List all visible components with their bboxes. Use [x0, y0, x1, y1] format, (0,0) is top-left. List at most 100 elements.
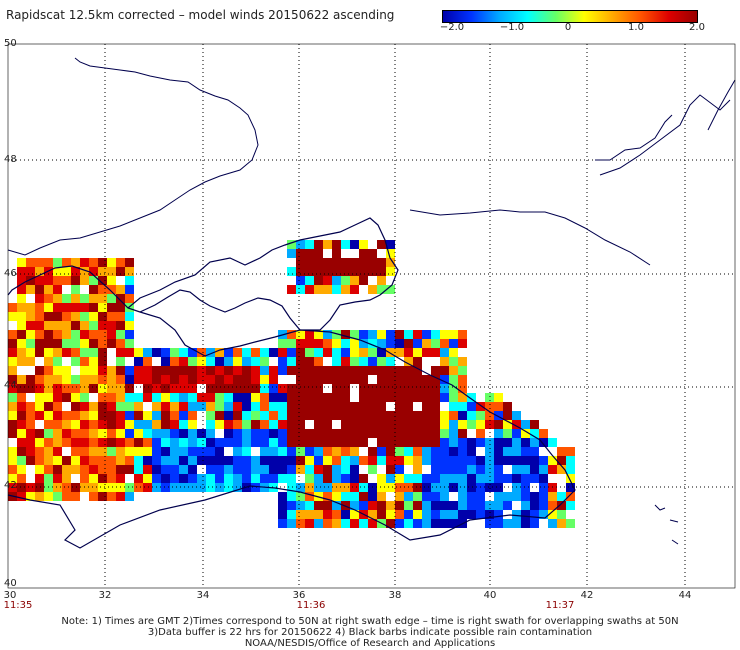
- wind-cell: [161, 384, 170, 393]
- wind-cell: [431, 429, 440, 438]
- wind-cell: [287, 456, 296, 465]
- wind-cell: [287, 240, 296, 249]
- wind-cell: [179, 420, 188, 429]
- wind-cell: [71, 339, 80, 348]
- wind-cell: [350, 447, 359, 456]
- wind-cell: [368, 384, 377, 393]
- wind-cell: [98, 492, 107, 501]
- wind-cell: [98, 276, 107, 285]
- wind-cell: [251, 411, 260, 420]
- wind-cell: [530, 492, 539, 501]
- wind-cell: [440, 501, 449, 510]
- wind-cell: [89, 321, 98, 330]
- wind-cell: [566, 492, 575, 501]
- wind-cell: [467, 492, 476, 501]
- wind-cell: [323, 402, 332, 411]
- wind-cell: [62, 456, 71, 465]
- wind-cell: [458, 339, 467, 348]
- wind-cell: [287, 465, 296, 474]
- wind-cell: [170, 384, 179, 393]
- wind-cell: [233, 483, 242, 492]
- wind-cell: [35, 393, 44, 402]
- wind-cell: [17, 312, 26, 321]
- wind-cell: [8, 402, 17, 411]
- wind-cell: [215, 420, 224, 429]
- wind-cell: [359, 519, 368, 528]
- wind-cell: [98, 438, 107, 447]
- wind-cell: [458, 438, 467, 447]
- wind-cell: [8, 339, 17, 348]
- wind-cell: [242, 438, 251, 447]
- wind-cell: [89, 474, 98, 483]
- wind-cell: [404, 375, 413, 384]
- wind-cell: [413, 519, 422, 528]
- wind-cell: [404, 492, 413, 501]
- wind-cell: [242, 429, 251, 438]
- wind-cell: [458, 510, 467, 519]
- wind-cell: [377, 330, 386, 339]
- wind-cell: [197, 447, 206, 456]
- wind-cell: [170, 438, 179, 447]
- wind-cell: [71, 348, 80, 357]
- wind-cell: [53, 384, 62, 393]
- wind-cell: [242, 420, 251, 429]
- wind-cell: [143, 429, 152, 438]
- wind-cell: [242, 375, 251, 384]
- wind-cell: [152, 438, 161, 447]
- wind-cell: [332, 348, 341, 357]
- wind-cell: [116, 375, 125, 384]
- wind-cell: [107, 438, 116, 447]
- wind-cell: [467, 393, 476, 402]
- wind-cell: [341, 420, 350, 429]
- wind-cell: [44, 456, 53, 465]
- wind-cell: [44, 393, 53, 402]
- wind-cell: [548, 438, 557, 447]
- wind-cell: [53, 294, 62, 303]
- wind-cell: [314, 456, 323, 465]
- wind-cell: [440, 429, 449, 438]
- wind-cell: [512, 465, 521, 474]
- wind-cell: [395, 411, 404, 420]
- wind-cell: [125, 366, 134, 375]
- river-east: [599, 94, 731, 176]
- wind-cell: [278, 438, 287, 447]
- colorbar-label: 2.0: [689, 22, 705, 33]
- wind-cell: [242, 456, 251, 465]
- wind-cell: [503, 456, 512, 465]
- wind-cell: [494, 393, 503, 402]
- wind-cell: [287, 411, 296, 420]
- wind-cell: [305, 258, 314, 267]
- wind-cell: [116, 330, 125, 339]
- wind-cell: [8, 465, 17, 474]
- wind-cell: [206, 447, 215, 456]
- wind-cell: [260, 474, 269, 483]
- wind-cell: [242, 402, 251, 411]
- wind-cell: [161, 420, 170, 429]
- wind-cell: [440, 465, 449, 474]
- wind-cell: [341, 330, 350, 339]
- wind-cell: [368, 456, 377, 465]
- wind-cell: [188, 366, 197, 375]
- wind-cell: [296, 267, 305, 276]
- wind-cell: [143, 411, 152, 420]
- wind-cell: [350, 438, 359, 447]
- wind-cell: [323, 465, 332, 474]
- wind-cell: [152, 474, 161, 483]
- wind-cell: [404, 429, 413, 438]
- wind-cell: [287, 510, 296, 519]
- wind-cell: [323, 438, 332, 447]
- wind-cell: [269, 420, 278, 429]
- wind-cell: [557, 447, 566, 456]
- wind-cell: [341, 357, 350, 366]
- wind-cell: [341, 465, 350, 474]
- wind-cell: [485, 438, 494, 447]
- wind-cell: [332, 465, 341, 474]
- wind-cell: [422, 348, 431, 357]
- wind-cell: [143, 474, 152, 483]
- wind-cell: [89, 411, 98, 420]
- wind-cell: [368, 411, 377, 420]
- wind-cell: [377, 483, 386, 492]
- wind-cell: [368, 492, 377, 501]
- wind-cell: [98, 402, 107, 411]
- wind-cell: [134, 438, 143, 447]
